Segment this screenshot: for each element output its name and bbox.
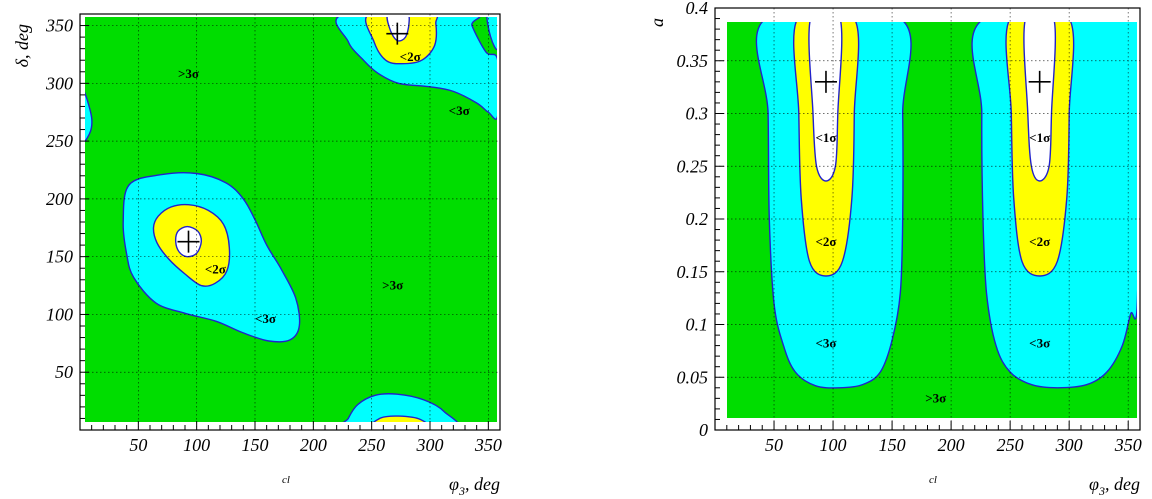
region-label: <3σ xyxy=(815,335,836,350)
y-tick-label: 0.15 xyxy=(677,262,709,282)
region-label: <3σ xyxy=(1029,335,1050,350)
region-label: <3σ xyxy=(449,103,470,118)
y-tick-label: 0.05 xyxy=(677,367,709,387)
best-fit-cross-0 xyxy=(177,230,200,253)
grid xyxy=(80,14,500,430)
y-axis-label: a xyxy=(647,18,667,27)
x-tick-label: 50 xyxy=(765,435,783,455)
contour-chart-left: 50 100 150 200 250 300 350 50 100 150 200 250 300 350… xyxy=(12,13,502,498)
best-fit-cross-0 xyxy=(814,70,837,93)
x-tick-label: 300 xyxy=(1055,435,1083,455)
x-tick-label: 100 xyxy=(183,435,210,455)
x-tick-label: 250 xyxy=(358,435,385,455)
contour-body xyxy=(85,17,497,422)
region-label: >3σ xyxy=(925,390,946,405)
x-tick-label: 200 xyxy=(938,435,965,455)
x-tick-label: 250 xyxy=(997,435,1024,455)
y-tick-label: 0.2 xyxy=(686,209,709,229)
x-tick-label: 100 xyxy=(820,435,847,455)
x-tick-label: 150 xyxy=(879,435,906,455)
x-axis-label: φ3, deg xyxy=(1089,474,1140,498)
best-fit-cross-1 xyxy=(386,22,409,45)
region-label: >3σ xyxy=(178,66,199,81)
x-tick-label: 200 xyxy=(300,435,327,455)
y-tick-label: 0.25 xyxy=(677,156,709,176)
y-tick-label: 0.4 xyxy=(686,0,709,18)
x-axis-label-sub: 3 xyxy=(458,484,465,498)
y-tick-label: 50 xyxy=(55,362,73,382)
region-label: <3σ xyxy=(255,311,276,326)
y-tick-label: 250 xyxy=(46,131,73,151)
y-tick-label: 350 xyxy=(45,16,73,36)
region-lt3-2 xyxy=(85,91,93,143)
x-axis-label-main: φ xyxy=(1089,474,1099,494)
best-fit-cross-1 xyxy=(1028,70,1051,93)
contour-chart-right: 50 100 150 200 250 300 350 0 0.05 0.1 0.15 0.2 0.25 0… xyxy=(647,0,1142,498)
y-tick-label: 0 xyxy=(699,420,708,440)
y-tick-label: 0.35 xyxy=(677,51,709,71)
x-axis-label-sub: 3 xyxy=(1098,484,1105,498)
region-label: <2σ xyxy=(205,261,226,276)
region-label: <2σ xyxy=(400,49,421,64)
region-lt1-0 xyxy=(808,22,843,182)
region-label: >3σ xyxy=(382,278,403,293)
x-tick-label: 150 xyxy=(242,435,269,455)
y-axis-label: δ, deg xyxy=(12,24,32,67)
x-axis-label-rest: , deg xyxy=(1105,474,1140,494)
region-lt1-1 xyxy=(386,17,410,42)
region-label: <2σ xyxy=(815,234,836,249)
region-label: <1σ xyxy=(1029,130,1050,145)
y-tick-label: 100 xyxy=(46,304,73,324)
y-tick-label: 150 xyxy=(46,247,73,267)
y-tick-label: 300 xyxy=(45,73,73,93)
x-axis-label-main: φ xyxy=(449,474,459,494)
footnote-text: cl xyxy=(282,474,290,486)
x-axis-label-rest: , deg xyxy=(465,474,500,494)
region-label: <2σ xyxy=(1029,234,1050,249)
region-lt3-3 xyxy=(342,393,459,422)
x-tick-label: 300 xyxy=(416,435,444,455)
region-lt3-4 xyxy=(486,17,497,51)
x-tick-label: 350 xyxy=(1114,435,1142,455)
region-lt2-2 xyxy=(372,415,427,422)
contour-body xyxy=(727,22,1137,418)
y-tick-label: 0.1 xyxy=(686,315,709,335)
y-tick-label: 200 xyxy=(46,189,73,209)
y-tick-label: 0.3 xyxy=(686,104,709,124)
region-label: <1σ xyxy=(815,130,836,145)
x-tick-label: 50 xyxy=(129,435,147,455)
x-axis-label: φ3, deg xyxy=(449,474,500,498)
footnote-text: cl xyxy=(929,474,937,486)
x-tick-label: 350 xyxy=(474,435,502,455)
